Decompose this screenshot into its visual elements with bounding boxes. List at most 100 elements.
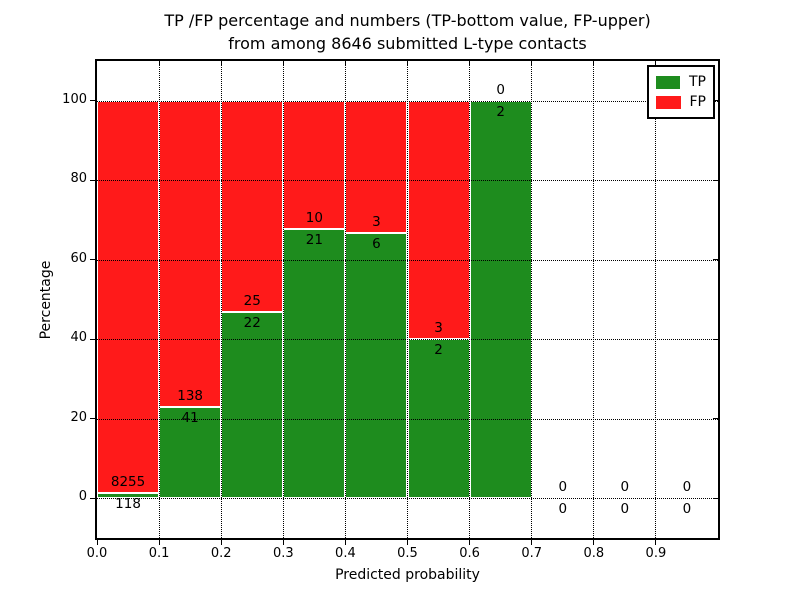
v-gridline — [655, 61, 657, 538]
tp-count-label: 6 — [372, 236, 381, 253]
x-tick — [96, 540, 98, 545]
tp-count-label: 0 — [682, 501, 692, 518]
legend-entry-fp: FP — [656, 92, 706, 112]
v-gridline — [220, 61, 222, 538]
tp-count-label: 0 — [558, 501, 568, 518]
x-tick — [531, 540, 533, 545]
legend-label-fp: FP — [689, 94, 707, 110]
y-tick-label: 0 — [78, 489, 87, 505]
v-gridline — [158, 61, 160, 538]
x-tick-top — [344, 61, 346, 66]
x-tick — [469, 540, 471, 545]
fp-count-label: 0 — [682, 479, 692, 496]
bar-fp-segment — [97, 100, 160, 493]
fp-count-label: 8255 — [110, 473, 146, 490]
bar-fp-segment — [221, 100, 284, 313]
x-tick — [655, 540, 657, 545]
x-tick-top — [158, 61, 160, 66]
fp-count-label: 0 — [496, 81, 505, 98]
x-tick-top — [282, 61, 284, 66]
x-tick-top — [407, 61, 408, 66]
legend-entry-tp: TP — [656, 72, 706, 92]
y-tick — [90, 100, 95, 102]
tp-count-label: 0 — [620, 501, 630, 518]
y-tick-right — [713, 418, 718, 420]
y-tick — [90, 497, 95, 499]
x-tick-label: 0.3 — [272, 546, 294, 561]
y-tick-right — [713, 100, 718, 102]
x-axis-label: Predicted probability — [335, 567, 480, 583]
x-tick-label: 0.1 — [148, 546, 170, 561]
chart-title-line2: from among 8646 submitted L-type contact… — [228, 34, 587, 53]
v-gridline — [593, 61, 595, 538]
x-tick-top — [469, 61, 471, 66]
y-tick-label: 40 — [70, 330, 87, 346]
tp-count-label: 2 — [496, 103, 505, 120]
bar-fp-segment — [159, 100, 222, 408]
x-tick-label: 0.0 — [86, 546, 108, 561]
x-tick-label: 0.5 — [397, 546, 418, 561]
y-tick-label: 100 — [62, 91, 87, 107]
x-tick-label: 0.6 — [459, 546, 480, 561]
legend-label-tp: TP — [689, 74, 706, 90]
y-tick — [90, 418, 95, 420]
chart-title-line1: TP /FP percentage and numbers (TP-bottom… — [164, 11, 651, 30]
bar-fp-segment — [345, 100, 408, 234]
chart-title: TP /FP percentage and numbers (TP-bottom… — [95, 9, 720, 55]
x-tick — [282, 540, 284, 545]
tp-count-label: 21 — [305, 231, 323, 248]
bar-tp-segment — [469, 100, 532, 499]
tp-count-label: 118 — [115, 495, 141, 512]
fp-count-label: 0 — [620, 479, 630, 496]
y-tick-label: 80 — [70, 171, 87, 187]
x-tick-label: 0.8 — [583, 546, 605, 561]
y-tick-label: 60 — [70, 250, 87, 266]
v-gridline — [407, 61, 408, 538]
plot-area: TP FP 0 20 40 60 80 100 0.0 0.1 0.2 0.3 0.4 0.5 0.6 0… — [62, 59, 720, 561]
x-tick-label: 0.9 — [645, 546, 667, 561]
fp-count-label: 3 — [372, 214, 381, 231]
bar-tp-segment — [159, 407, 222, 499]
bar-fp-segment — [283, 100, 346, 229]
y-tick-right — [713, 179, 718, 181]
y-tick-label: 20 — [70, 409, 87, 425]
legend-swatch-tp — [656, 75, 680, 89]
bar-tp-segment — [283, 228, 346, 499]
x-tick — [158, 540, 160, 545]
v-gridline — [282, 61, 284, 538]
fp-count-label: 138 — [177, 388, 204, 405]
v-gridline — [469, 61, 471, 538]
x-tick-label: 0.4 — [335, 546, 356, 561]
x-tick-label: 0.7 — [521, 546, 543, 561]
y-axis-label: Percentage — [38, 260, 54, 340]
bar-tp-segment — [97, 492, 160, 499]
tp-count-label: 2 — [434, 342, 443, 359]
v-gridline — [344, 61, 346, 538]
x-tick — [344, 540, 346, 545]
y-tick — [90, 179, 95, 181]
x-tick-top — [593, 61, 595, 66]
x-tick-top — [655, 61, 657, 66]
x-tick-top — [220, 61, 222, 66]
y-tick — [90, 338, 95, 340]
x-tick — [593, 540, 595, 545]
x-tick — [220, 540, 222, 545]
v-gridline — [531, 61, 533, 538]
x-tick-top — [531, 61, 533, 66]
x-tick-label: 0.2 — [210, 546, 232, 561]
x-tick — [407, 540, 408, 545]
bar-tp-segment — [345, 233, 408, 499]
bar-tp-segment — [221, 312, 284, 499]
y-tick — [90, 259, 95, 261]
legend: TP FP — [647, 65, 715, 119]
fp-count-label: 0 — [558, 479, 568, 496]
fp-count-label: 10 — [305, 209, 323, 226]
bar-fp-segment — [407, 100, 470, 340]
y-tick-right — [713, 497, 718, 499]
y-tick-right — [713, 338, 718, 340]
tp-count-label: 22 — [243, 315, 261, 332]
legend-swatch-fp — [656, 95, 681, 109]
y-tick-right — [713, 259, 718, 261]
fp-count-label: 3 — [434, 320, 443, 337]
